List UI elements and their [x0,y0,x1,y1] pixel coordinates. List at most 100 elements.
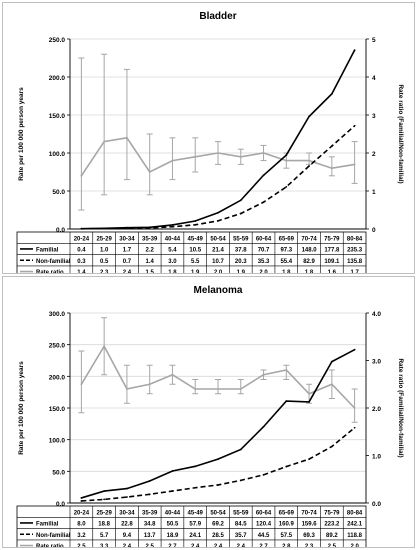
data-label: 2.0 [350,544,359,547]
rate-ratio-point [171,373,174,376]
data-label: 55.4 [280,259,292,265]
y2-tick-label: 0.0 [372,501,381,508]
rate-ratio-point [285,159,288,162]
x-tick-label: 40-44 [165,236,181,242]
rate-ratio-point [148,171,151,173]
y-axis-title: Rate per 100 000 person years [18,361,25,455]
data-label: 0.4 [77,248,86,254]
x-tick-label: 55-59 [233,510,249,516]
data-label: 57.5 [280,533,292,539]
x-tick-label: 70-74 [301,510,317,516]
y2-axis-title: Rate ratio (Familial/Non-familial) [397,84,404,183]
y2-tick-label: 3.0 [372,359,381,366]
data-label: 1.9 [237,270,246,273]
x-tick-label: 25-29 [96,510,112,516]
rate-ratio-point [103,345,106,348]
non-familial-point [239,212,242,215]
data-label: 223.2 [324,522,340,528]
non-familial-point [148,227,151,229]
y-tick-label: 200.0 [49,374,66,381]
data-label: 2.0 [214,270,223,273]
rate-ratio-point [239,388,242,390]
non-familial-point [171,225,174,228]
rate-ratio-point [239,155,242,158]
data-label: 1.9 [191,270,200,273]
data-label: 5.7 [100,533,109,539]
chart-title: Melanoma [194,285,243,296]
familial-point [171,223,174,226]
data-label: 2.7 [259,544,268,547]
y-tick-label: 300.0 [49,311,66,318]
data-label: 2.8 [282,544,291,547]
y-tick-label: 50.0 [52,189,65,196]
data-label: 2.5 [77,544,86,547]
data-label: 109.1 [324,259,340,265]
rate-ratio-point [262,152,265,154]
y-tick-label: 100.0 [49,151,66,158]
familial-line [81,348,355,499]
non-familial-point [194,223,197,226]
data-label: 10.5 [189,248,201,254]
data-label: 2.4 [191,544,200,547]
y-tick-label: 0.0 [56,501,65,508]
non-familial-point [330,145,333,147]
legend-label: Familial [36,522,59,528]
familial-point [239,199,242,202]
familial-point [330,360,333,363]
data-label: 0.5 [100,259,109,265]
y-tick-label: 0.0 [56,227,65,234]
chart-title: Bladder [199,11,236,22]
data-label: 69.3 [303,533,315,539]
y-tick-label: 250.0 [49,343,66,350]
data-label: 84.5 [235,522,247,528]
data-label: 177.8 [324,248,340,254]
data-label: 97.3 [280,248,292,254]
y2-axis-title: Rate ratio (Familial/Non-familial) [397,358,404,457]
data-label: 1.7 [123,248,132,254]
rate-ratio-point [148,383,151,386]
rate-ratio-point [217,152,219,154]
x-tick-label: 50-54 [210,510,226,516]
rate-ratio-point [308,159,310,162]
y2-tick-label: 0 [372,227,376,234]
data-label: 1.7 [350,270,359,273]
familial-point [262,425,265,428]
data-label: 148.0 [302,248,318,254]
non-familial-point [80,500,83,502]
x-tick-label: 20-24 [74,236,90,242]
data-label: 8.0 [77,522,86,528]
rate-ratio-point [330,383,333,386]
familial-point [148,480,151,482]
data-label: 2.4 [214,544,223,547]
familial-point [239,448,242,451]
familial-point [308,401,310,403]
non-familial-point [353,124,356,127]
rate-ratio-point [103,140,106,143]
non-familial-point [103,227,106,230]
non-familial-point [285,185,288,188]
familial-point [194,220,197,222]
data-label: 0.7 [123,259,132,265]
data-label: 70.7 [258,248,270,254]
non-familial-point [239,479,242,482]
familial-point [171,470,174,472]
non-familial-point [148,493,151,496]
y-tick-label: 200.0 [49,75,66,82]
y-tick-label: 150.0 [49,406,66,413]
data-label: 2.4 [123,270,132,273]
data-label: 21.4 [212,248,224,254]
x-tick-label: 60-64 [256,236,272,242]
non-familial-point [126,227,128,230]
data-label: 2.3 [100,270,109,273]
rate-ratio-point [194,388,197,390]
rate-ratio-point [171,159,174,162]
rate-ratio-point [330,167,333,170]
y-tick-label: 50.0 [52,469,65,476]
non-familial-point [103,498,106,501]
familial-point [194,465,197,468]
rate-ratio-point [194,155,197,158]
data-label: 35.7 [235,533,247,539]
x-tick-label: 50-54 [210,236,226,242]
data-label: 2.3 [305,544,314,547]
familial-point [262,174,265,177]
